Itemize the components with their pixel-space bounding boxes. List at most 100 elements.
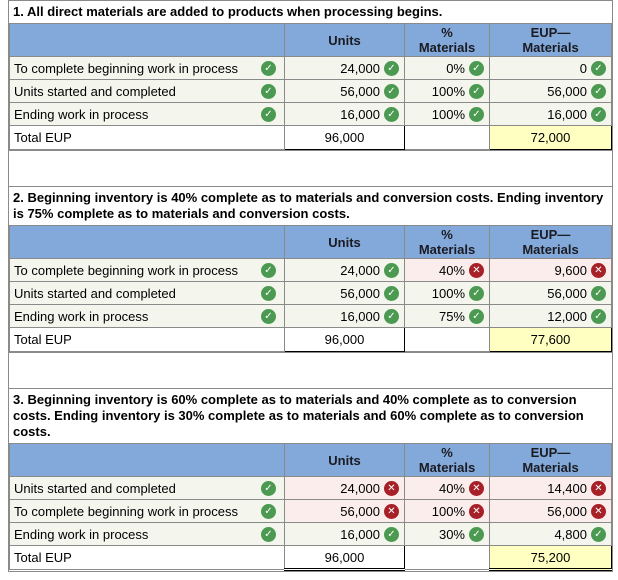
units-cell[interactable]: 56,000 ✓	[284, 281, 405, 305]
row-label: To complete beginning work in process	[14, 503, 239, 519]
pct-materials-cell-value: 75%	[438, 308, 465, 324]
header-row: Units% Materials EUP— Materials	[9, 225, 612, 259]
eup-materials-cell[interactable]: 4,800 ✓	[489, 522, 612, 546]
table-row: To complete beginning work in process ✓ 24…	[9, 56, 612, 80]
check-icon: ✓	[384, 308, 399, 324]
units-cell[interactable]: 16,000 ✓	[284, 522, 405, 546]
check-icon: ✓	[591, 285, 606, 301]
section-2: 2. Beginning inventory is 40% complete a…	[9, 187, 612, 353]
pct-materials-cell-value: 40%	[438, 262, 465, 278]
total-units-cell[interactable]: 96,000	[284, 545, 405, 571]
total-eup-cell[interactable]: 75,200	[489, 545, 612, 571]
eup-materials-cell-value: 16,000	[547, 106, 587, 122]
total-eup-cell[interactable]: 77,600	[489, 327, 612, 352]
eup-materials-cell[interactable]: 14,400 ✕	[489, 476, 612, 500]
units-cell-value: 56,000	[340, 503, 380, 519]
check-icon: ✓	[261, 308, 276, 324]
total-eup-cell[interactable]: 72,000	[489, 125, 612, 150]
row-label: Ending work in process	[14, 308, 149, 324]
check-icon: ✓	[469, 526, 484, 542]
check-icon: ✓	[469, 106, 484, 122]
eup-materials-cell[interactable]: 56,000 ✕	[489, 499, 612, 523]
table-row: To complete beginning work in process ✓ 56…	[9, 499, 612, 523]
check-icon: ✓	[261, 285, 276, 301]
check-icon: ✓	[384, 106, 399, 122]
eup-materials-cell[interactable]: 56,000 ✓	[489, 79, 612, 103]
pct-materials-cell[interactable]: 100% ✓	[404, 102, 490, 126]
check-icon: ✓	[469, 285, 484, 301]
units-cell-value: 56,000	[340, 83, 380, 99]
check-icon: ✓	[384, 285, 399, 301]
units-cell-value: 24,000	[340, 60, 380, 76]
column-header-units: Units	[284, 225, 405, 259]
units-cell[interactable]: 24,000 ✓	[284, 56, 405, 80]
row-label-cell: To complete beginning work in process ✓	[9, 258, 285, 282]
eup-materials-cell[interactable]: 0 ✓	[489, 56, 612, 80]
units-cell[interactable]: 16,000 ✓	[284, 102, 405, 126]
units-cell-value: 16,000	[340, 526, 380, 542]
eup-materials-cell[interactable]: 56,000 ✓	[489, 281, 612, 305]
row-label-cell: To complete beginning work in process ✓	[9, 499, 285, 523]
eup-materials-cell[interactable]: 9,600 ✕	[489, 258, 612, 282]
check-icon: ✓	[469, 83, 484, 99]
check-icon: ✓	[261, 60, 276, 76]
header-row: Units% Materials EUP— Materials	[9, 23, 612, 57]
pct-materials-cell[interactable]: 0% ✓	[404, 56, 490, 80]
table-row: Ending work in process ✓ 16,000 ✓ 30% ✓ 4,800 ✓	[9, 522, 612, 546]
row-label: To complete beginning work in process	[14, 60, 239, 76]
units-cell[interactable]: 56,000 ✓	[284, 79, 405, 103]
total-pct-cell	[404, 545, 490, 570]
pct-materials-cell[interactable]: 30% ✓	[404, 522, 490, 546]
eup-table: Units% Materials EUP— Materials To complet…	[9, 23, 612, 150]
pct-materials-cell[interactable]: 40% ✕	[404, 476, 490, 500]
section-3: 3. Beginning inventory is 60% complete a…	[9, 389, 612, 571]
row-label: Units started and completed	[14, 480, 176, 496]
units-cell[interactable]: 24,000 ✕	[284, 476, 405, 500]
column-header-pct-materials: % Materials	[404, 443, 490, 477]
total-label-cell: Total EUP	[9, 545, 285, 570]
total-units-cell[interactable]: 96,000	[284, 327, 405, 352]
total-label-cell: Total EUP	[9, 125, 285, 150]
check-icon: ✓	[384, 83, 399, 99]
eup-worksheet-container: 1. All direct materials are added to pro…	[8, 0, 613, 572]
eup-materials-cell-value: 56,000	[547, 83, 587, 99]
total-pct-cell	[404, 125, 490, 150]
row-label: Ending work in process	[14, 106, 149, 122]
x-icon: ✕	[591, 262, 606, 278]
pct-materials-cell[interactable]: 40% ✕	[404, 258, 490, 282]
units-cell-value: 16,000	[340, 106, 380, 122]
check-icon: ✓	[591, 526, 606, 542]
pct-materials-cell-value: 40%	[438, 480, 465, 496]
units-cell[interactable]: 16,000 ✓	[284, 304, 405, 328]
column-header-blank	[9, 23, 285, 57]
eup-materials-cell-value: 56,000	[547, 503, 587, 519]
eup-materials-cell-value: 12,000	[547, 308, 587, 324]
eup-materials-cell-value: 56,000	[547, 285, 587, 301]
pct-materials-cell[interactable]: 75% ✓	[404, 304, 490, 328]
eup-materials-cell-value: 0	[579, 60, 587, 76]
check-icon: ✓	[591, 106, 606, 122]
table-row: Ending work in process ✓ 16,000 ✓ 100% ✓ 16,00…	[9, 102, 612, 126]
x-icon: ✕	[469, 262, 484, 278]
table-row: Ending work in process ✓ 16,000 ✓ 75% ✓ 12,000…	[9, 304, 612, 328]
section-title: 2. Beginning inventory is 40% complete a…	[13, 190, 604, 221]
column-header-blank	[9, 225, 285, 259]
total-units-cell[interactable]: 96,000	[284, 125, 405, 150]
check-icon: ✓	[261, 503, 276, 519]
eup-materials-cell[interactable]: 12,000 ✓	[489, 304, 612, 328]
pct-materials-cell-value: 100%	[431, 503, 465, 519]
pct-materials-cell[interactable]: 100% ✓	[404, 281, 490, 305]
total-row: Total EUP 96,000 72,000	[9, 125, 612, 150]
pct-materials-cell[interactable]: 100% ✕	[404, 499, 490, 523]
row-label: To complete beginning work in process	[14, 262, 239, 278]
row-label-cell: Units started and completed ✓	[9, 281, 285, 305]
x-icon: ✕	[469, 480, 484, 496]
units-cell[interactable]: 56,000 ✕	[284, 499, 405, 523]
pct-materials-cell[interactable]: 100% ✓	[404, 79, 490, 103]
eup-materials-cell[interactable]: 16,000 ✓	[489, 102, 612, 126]
column-header-eup-materials: EUP— Materials	[489, 443, 612, 477]
check-icon: ✓	[384, 60, 399, 76]
table-row: To complete beginning work in process ✓ 24…	[9, 258, 612, 282]
units-cell[interactable]: 24,000 ✓	[284, 258, 405, 282]
total-row: Total EUP 96,000 77,600	[9, 327, 612, 352]
